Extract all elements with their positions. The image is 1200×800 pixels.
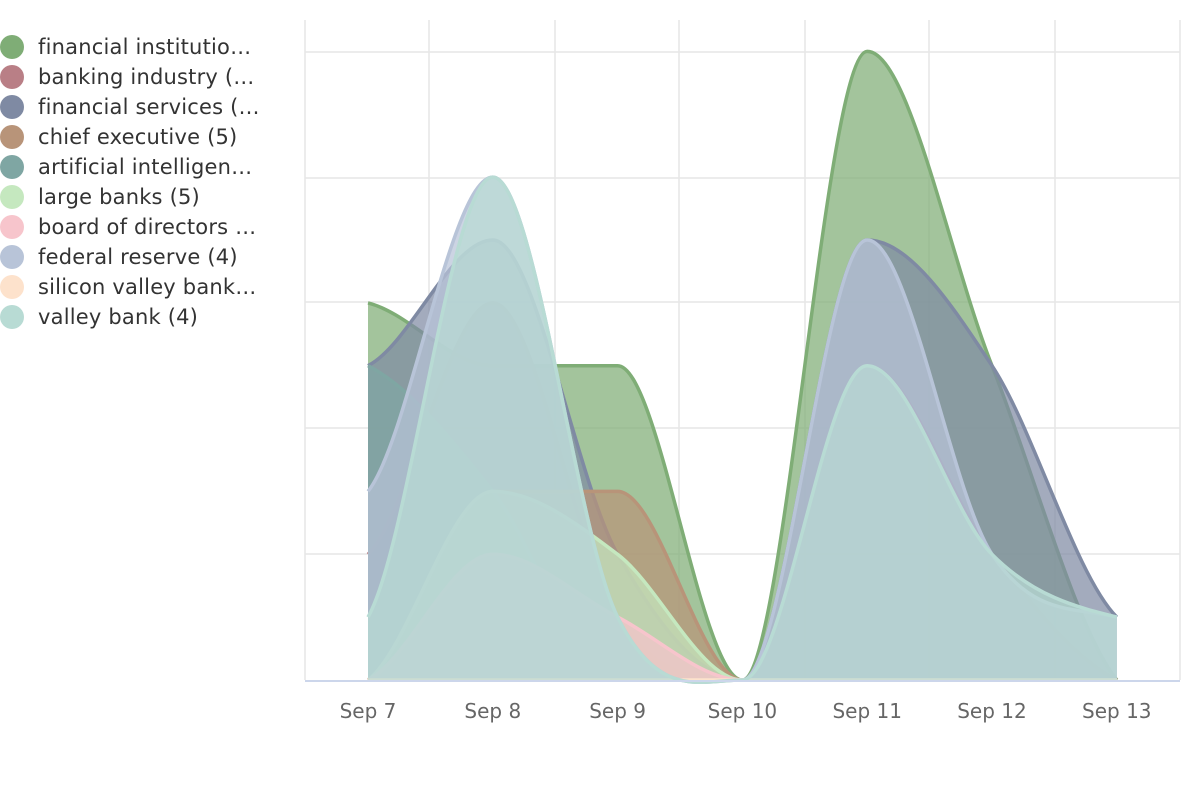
legend-label: chief executive (5): [38, 125, 238, 149]
legend-swatch: [0, 215, 24, 239]
legend-item[interactable]: large banks (5): [0, 182, 285, 212]
x-tick-label: Sep 11: [832, 699, 902, 723]
series-line: [366, 175, 1118, 685]
legend-item[interactable]: federal reserve (4): [0, 242, 285, 272]
legend-swatch: [0, 245, 24, 269]
legend-item[interactable]: silicon valley bank…: [0, 272, 285, 302]
legend-label: large banks (5): [38, 185, 200, 209]
legend-swatch: [0, 275, 24, 299]
legend-label: banking industry (…: [38, 65, 255, 89]
legend-swatch: [0, 95, 24, 119]
legend-item[interactable]: financial services (…: [0, 92, 285, 122]
x-tick-label: Sep 10: [708, 699, 778, 723]
x-axis-tick-labels: Sep 7 Sep 8 Sep 9 Sep 10 Sep 11 Sep 12 Sep 13: [340, 699, 1152, 723]
x-tick-label: Sep 7: [340, 699, 397, 723]
legend-item[interactable]: board of directors …: [0, 212, 285, 242]
legend-item[interactable]: valley bank (4): [0, 302, 285, 332]
legend-item[interactable]: banking industry (…: [0, 62, 285, 92]
legend: financial institutio… banking industry (……: [0, 32, 285, 332]
legend-swatch: [0, 305, 24, 329]
x-tick-label: Sep 12: [957, 699, 1027, 723]
legend-label: financial institutio…: [38, 35, 252, 59]
legend-label: board of directors …: [38, 215, 257, 239]
x-tick-label: Sep 8: [464, 699, 521, 723]
legend-swatch: [0, 185, 24, 209]
legend-swatch: [0, 35, 24, 59]
legend-item[interactable]: chief executive (5): [0, 122, 285, 152]
legend-label: silicon valley bank…: [38, 275, 257, 299]
legend-swatch: [0, 65, 24, 89]
legend-item[interactable]: financial institutio…: [0, 32, 285, 62]
legend-label: artificial intelligen…: [38, 155, 253, 179]
area-fill: [368, 177, 1117, 683]
legend-swatch: [0, 125, 24, 149]
legend-item[interactable]: artificial intelligen…: [0, 152, 285, 182]
x-tick-label: Sep 13: [1082, 699, 1152, 723]
legend-label: financial services (…: [38, 95, 260, 119]
legend-label: valley bank (4): [38, 305, 199, 329]
legend-swatch: [0, 155, 24, 179]
x-tick-label: Sep 9: [589, 699, 646, 723]
area-series: [366, 49, 1119, 685]
legend-label: federal reserve (4): [38, 245, 238, 269]
